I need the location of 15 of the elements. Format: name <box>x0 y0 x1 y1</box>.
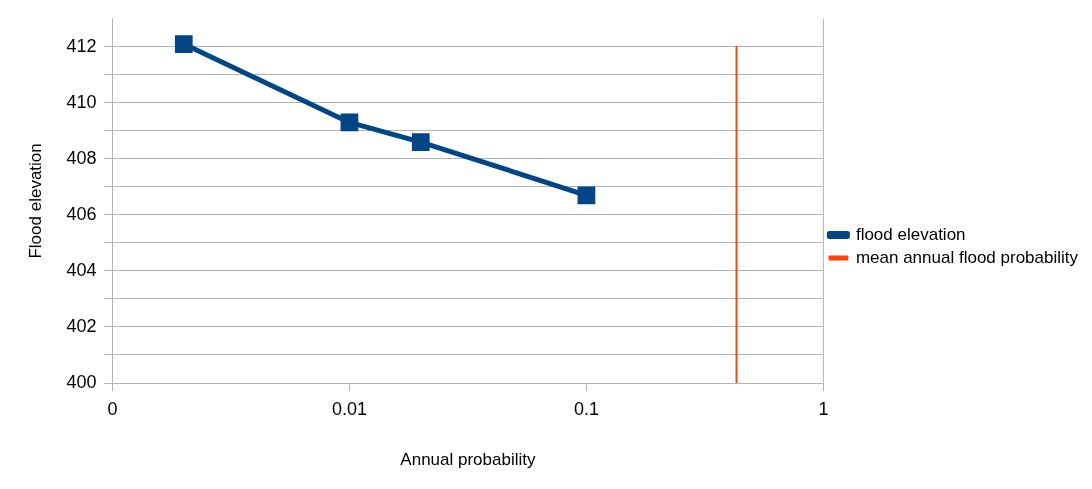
x-tick-label: 0.01 <box>331 398 367 419</box>
y-tick-label: 410 <box>66 91 97 112</box>
legend-label: flood elevation <box>855 224 966 244</box>
x-tick-label: 0.1 <box>573 398 599 419</box>
y-axis-title: Flood elevation <box>25 143 45 259</box>
x-tick-label: 1 <box>818 398 829 419</box>
y-tick-label: 404 <box>66 259 97 280</box>
y-tick-label: 412 <box>66 35 97 56</box>
y-tick-label: 400 <box>66 371 97 392</box>
y-tick-label: 402 <box>66 315 97 336</box>
y-tick-label: 406 <box>66 203 97 224</box>
y-tick-label: 408 <box>66 147 97 168</box>
legend-label: mean annual flood probability <box>855 247 1079 267</box>
x-axis-title: Annual probability <box>400 450 536 470</box>
x-tick-label: 0 <box>107 398 118 419</box>
